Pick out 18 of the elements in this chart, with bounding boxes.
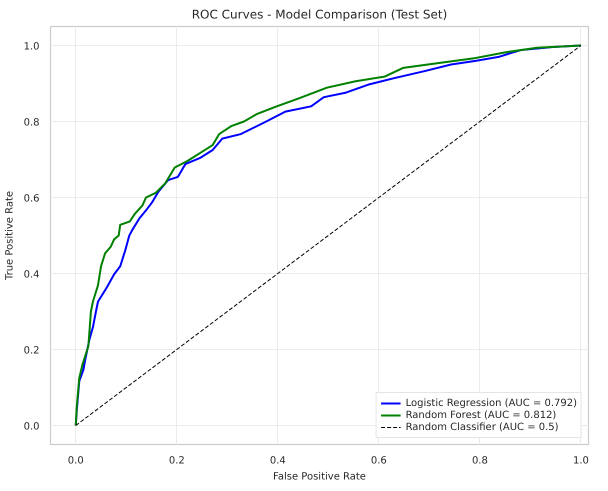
y-tick-label: 0.0 — [24, 422, 40, 432]
y-tick-label: 0.2 — [24, 346, 40, 356]
legend-label: Random Classifier (AUC = 0.5) — [406, 421, 559, 433]
x-tick-label: 0.6 — [370, 456, 387, 466]
y-tick-label: 0.4 — [24, 270, 40, 280]
x-tick-label: 0.8 — [472, 456, 488, 466]
legend-label: Random Forest (AUC = 0.812) — [406, 409, 556, 421]
chart-title: ROC Curves - Model Comparison (Test Set) — [192, 8, 448, 22]
x-tick-label: 0.4 — [270, 456, 286, 466]
x-axis-title: False Positive Rate — [273, 472, 366, 482]
x-tick-label: 0.0 — [68, 456, 84, 466]
y-tick-label: 0.8 — [24, 118, 40, 128]
y-axis-title: True Positive Rate — [4, 190, 16, 282]
y-tick-label: 0.6 — [24, 194, 40, 204]
legend-label: Logistic Regression (AUC = 0.792) — [406, 397, 577, 409]
y-tick-label: 1.0 — [24, 42, 40, 52]
x-tick-label: 1.0 — [572, 456, 589, 466]
x-tick-label: 0.2 — [168, 456, 185, 466]
